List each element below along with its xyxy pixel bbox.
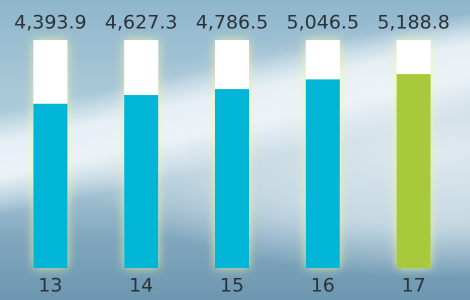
x-tick-label: 13 [38, 275, 62, 297]
value-label: 4,786.5 [196, 12, 269, 34]
x-tick-label: 16 [311, 275, 335, 297]
page: 4,393.9 13 4,627.3 14 4,786.5 15 5,046.5 16 5,18… [0, 0, 470, 300]
x-tick-label: 14 [129, 275, 153, 297]
chart: 4,393.9 13 4,627.3 14 4,786.5 15 5,046.5 16 5,18… [0, 0, 470, 300]
value-label: 4,627.3 [105, 12, 178, 34]
x-tick-label: 15 [220, 275, 244, 297]
bar [33, 104, 67, 268]
bar [124, 95, 158, 268]
bar [306, 79, 340, 268]
bar [215, 89, 249, 268]
bar [397, 74, 431, 268]
value-label: 5,046.5 [287, 12, 360, 34]
value-label: 4,393.9 [14, 12, 87, 34]
x-tick-label: 17 [402, 275, 426, 297]
value-label: 5,188.8 [377, 12, 450, 34]
